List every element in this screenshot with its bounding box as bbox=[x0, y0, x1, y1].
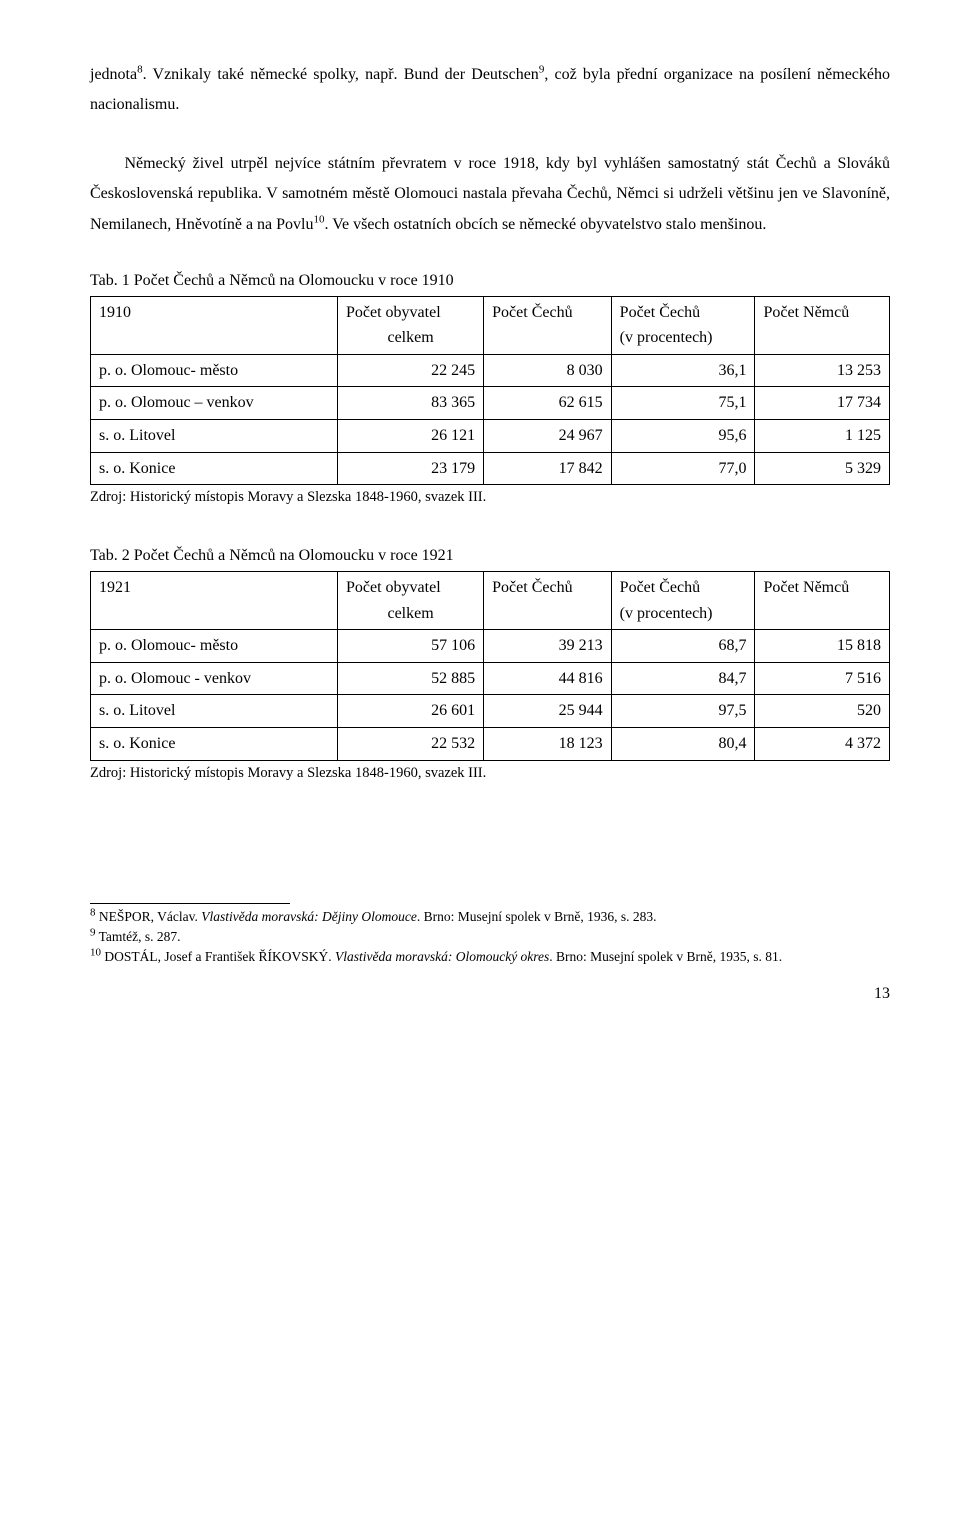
header-total: Počet obyvatel celkem bbox=[338, 296, 484, 354]
table-cell: 4 372 bbox=[755, 727, 890, 760]
table-cell: 1 125 bbox=[755, 419, 890, 452]
table-cell: s. o. Konice bbox=[91, 727, 338, 760]
page-number: 13 bbox=[90, 979, 890, 1009]
table-cell: 84,7 bbox=[611, 662, 755, 695]
table-row: s. o. Konice23 17917 84277,05 329 bbox=[91, 452, 890, 485]
header-year: 1910 bbox=[91, 296, 338, 354]
paragraph-2: Německý živel utrpěl nejvíce státním pře… bbox=[90, 149, 890, 240]
table-cell: 17 734 bbox=[755, 387, 890, 420]
table-cell: s. o. Litovel bbox=[91, 695, 338, 728]
table-cell: 97,5 bbox=[611, 695, 755, 728]
header-germans: Počet Němců bbox=[755, 296, 890, 354]
table-cell: 13 253 bbox=[755, 354, 890, 387]
table-cell: 520 bbox=[755, 695, 890, 728]
table-cell: 57 106 bbox=[338, 630, 484, 663]
table-1921: 1921 Počet obyvatel celkem Počet Čechů P… bbox=[90, 571, 890, 761]
table-cell: 7 516 bbox=[755, 662, 890, 695]
table-cell: 52 885 bbox=[338, 662, 484, 695]
table-header-row: 1921 Počet obyvatel celkem Počet Čechů P… bbox=[91, 572, 890, 630]
header-czechs: Počet Čechů bbox=[484, 572, 612, 630]
table-row: s. o. Litovel26 60125 94497,5520 bbox=[91, 695, 890, 728]
paragraph-1: jednota8. Vznikaly také německé spolky, … bbox=[90, 60, 890, 121]
table-cell: p. o. Olomouc - venkov bbox=[91, 662, 338, 695]
table-cell: 80,4 bbox=[611, 727, 755, 760]
table-cell: 77,0 bbox=[611, 452, 755, 485]
table-header-row: 1910 Počet obyvatel celkem Počet Čechů P… bbox=[91, 296, 890, 354]
table-cell: 22 532 bbox=[338, 727, 484, 760]
footnote-8: 8 NEŠPOR, Václav. Vlastivěda moravská: D… bbox=[90, 908, 890, 926]
table-cell: 36,1 bbox=[611, 354, 755, 387]
footnotes: 8 NEŠPOR, Václav. Vlastivěda moravská: D… bbox=[90, 908, 890, 967]
header-czechs: Počet Čechů bbox=[484, 296, 612, 354]
footnote-10: 10 DOSTÁL, Josef a František ŘÍKOVSKÝ. V… bbox=[90, 948, 890, 966]
table-cell: 83 365 bbox=[338, 387, 484, 420]
table-row: p. o. Olomouc- město22 2458 03036,113 25… bbox=[91, 354, 890, 387]
header-czechs-pct: Počet Čechů (v procentech) bbox=[611, 572, 755, 630]
header-germans: Počet Němců bbox=[755, 572, 890, 630]
table-cell: 5 329 bbox=[755, 452, 890, 485]
table-cell: p. o. Olomouc- město bbox=[91, 630, 338, 663]
footnote-9: 9 Tamtéž, s. 287. bbox=[90, 928, 890, 946]
table-cell: s. o. Litovel bbox=[91, 419, 338, 452]
table-cell: 24 967 bbox=[484, 419, 612, 452]
table-row: p. o. Olomouc – venkov83 36562 61575,117… bbox=[91, 387, 890, 420]
table-cell: 15 818 bbox=[755, 630, 890, 663]
table2-source: Zdroj: Historický místopis Moravy a Slez… bbox=[90, 763, 890, 783]
table1-body: p. o. Olomouc- město22 2458 03036,113 25… bbox=[91, 354, 890, 484]
table2-caption: Tab. 2 Počet Čechů a Němců na Olomoucku … bbox=[90, 543, 890, 569]
header-year: 1921 bbox=[91, 572, 338, 630]
header-czechs-pct: Počet Čechů (v procentech) bbox=[611, 296, 755, 354]
table-cell: 26 601 bbox=[338, 695, 484, 728]
table-cell: s. o. Konice bbox=[91, 452, 338, 485]
table-cell: 44 816 bbox=[484, 662, 612, 695]
table-cell: 18 123 bbox=[484, 727, 612, 760]
table-cell: 75,1 bbox=[611, 387, 755, 420]
table-cell: p. o. Olomouc – venkov bbox=[91, 387, 338, 420]
table-cell: 62 615 bbox=[484, 387, 612, 420]
table-row: s. o. Konice22 53218 12380,44 372 bbox=[91, 727, 890, 760]
table1-source: Zdroj: Historický místopis Moravy a Slez… bbox=[90, 487, 890, 507]
table-row: p. o. Olomouc - venkov52 88544 81684,77 … bbox=[91, 662, 890, 695]
table-cell: 39 213 bbox=[484, 630, 612, 663]
table-row: s. o. Litovel26 12124 96795,61 125 bbox=[91, 419, 890, 452]
table-cell: 25 944 bbox=[484, 695, 612, 728]
table2-body: p. o. Olomouc- město57 10639 21368,715 8… bbox=[91, 630, 890, 760]
table-cell: 95,6 bbox=[611, 419, 755, 452]
table-cell: 26 121 bbox=[338, 419, 484, 452]
table1-caption: Tab. 1 Počet Čechů a Němců na Olomoucku … bbox=[90, 268, 890, 294]
table-cell: 23 179 bbox=[338, 452, 484, 485]
table-cell: 17 842 bbox=[484, 452, 612, 485]
footnote-separator bbox=[90, 903, 290, 904]
header-total: Počet obyvatel celkem bbox=[338, 572, 484, 630]
table-cell: 22 245 bbox=[338, 354, 484, 387]
table-row: p. o. Olomouc- město57 10639 21368,715 8… bbox=[91, 630, 890, 663]
table-cell: 68,7 bbox=[611, 630, 755, 663]
table-cell: p. o. Olomouc- město bbox=[91, 354, 338, 387]
table-cell: 8 030 bbox=[484, 354, 612, 387]
table-1910: 1910 Počet obyvatel celkem Počet Čechů P… bbox=[90, 296, 890, 486]
